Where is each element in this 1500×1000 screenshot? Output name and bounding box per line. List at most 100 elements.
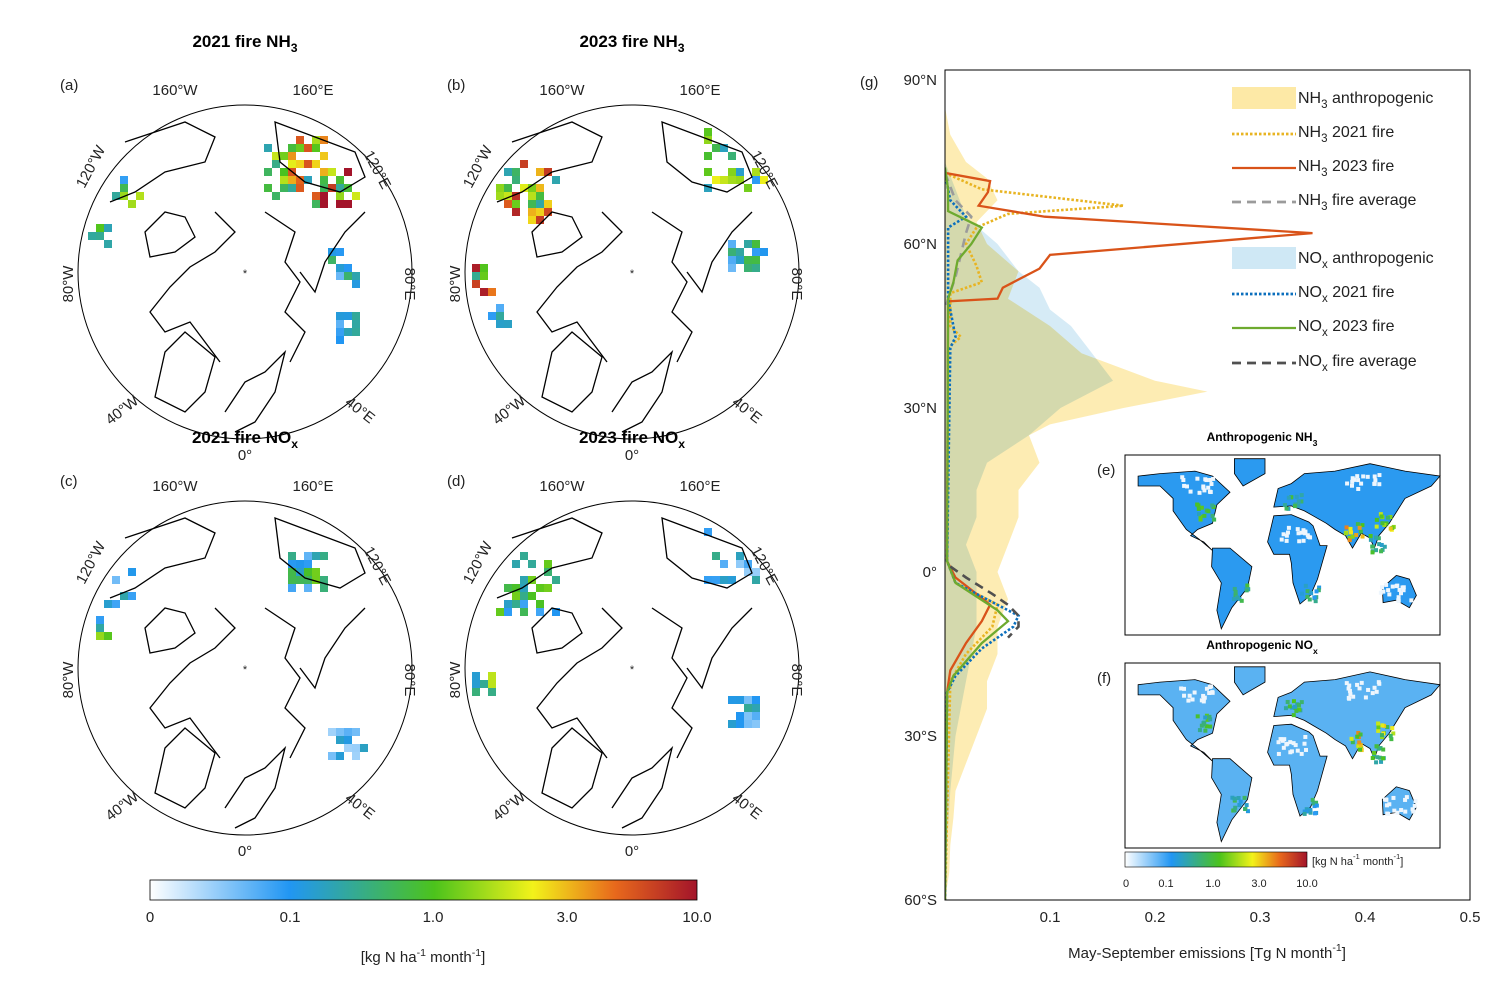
emission-pixel	[544, 168, 552, 176]
emission-pixel	[1195, 502, 1200, 507]
emission-pixel	[320, 200, 328, 208]
emission-pixel	[1232, 808, 1237, 813]
low-emission-pixel	[1381, 589, 1386, 594]
low-emission-pixel	[1210, 690, 1215, 695]
longitude-label: 80°E	[401, 268, 418, 301]
emission-pixel	[1239, 598, 1244, 603]
emission-pixel	[528, 592, 536, 600]
colorbar-unit-label: [kg N ha-1 month-1]	[1312, 852, 1403, 868]
emission-pixel	[272, 152, 280, 160]
emission-pixel	[1379, 542, 1384, 547]
emission-pixel	[1296, 503, 1301, 508]
emission-pixel	[728, 248, 736, 256]
emission-pixel	[296, 144, 304, 152]
emission-pixel	[1360, 534, 1365, 539]
longitude-label: 160°W	[539, 478, 585, 495]
emission-pixel	[728, 696, 736, 704]
legend-entry: NH3 fire average	[1298, 192, 1417, 213]
coastline	[661, 517, 753, 589]
emission-pixel	[296, 560, 304, 568]
panel-title: 2023 fire NH3	[579, 32, 684, 55]
emission-pixel	[280, 184, 288, 192]
plot-frame	[944, 69, 1471, 901]
emission-pixel	[1371, 753, 1376, 758]
colorbar-tick-label: 1.0	[423, 909, 444, 926]
low-emission-pixel	[1395, 583, 1400, 588]
x-tick-label: 0.2	[1145, 909, 1166, 926]
emission-pixel	[304, 560, 312, 568]
emission-pixel	[512, 176, 520, 184]
emission-pixel	[304, 552, 312, 560]
emission-pixel	[1380, 521, 1385, 526]
emission-pixel	[352, 272, 360, 280]
emission-pixel	[736, 696, 744, 704]
emission-pixel	[504, 192, 512, 200]
coastline	[224, 745, 287, 829]
low-emission-pixel	[1359, 481, 1364, 486]
emission-pixel	[480, 288, 488, 296]
emission-pixel	[320, 552, 328, 560]
emission-pixel	[1374, 517, 1379, 522]
emission-pixel	[752, 240, 760, 248]
emission-pixel	[360, 744, 368, 752]
low-emission-pixel	[1285, 530, 1290, 535]
emission-pixel	[1358, 743, 1363, 748]
panel-label: (g)	[860, 74, 878, 91]
emission-pixel	[744, 240, 752, 248]
low-emission-pixel	[1387, 802, 1392, 807]
emission-pixel	[312, 200, 320, 208]
emission-pixel	[544, 584, 552, 592]
legend: NH3 anthropogenic NH3 2021 fire NH3 2023 f…	[1232, 87, 1434, 374]
low-emission-pixel	[1345, 481, 1350, 486]
emission-pixel	[528, 200, 536, 208]
emission-pixel	[1313, 599, 1318, 604]
inset-colorbar-tick: 1.0	[1205, 878, 1220, 890]
emission-pixel	[1347, 538, 1352, 543]
longitude-label: 160°E	[292, 82, 333, 99]
low-emission-pixel	[1384, 797, 1389, 802]
emission-pixel	[528, 192, 536, 200]
emission-pixel	[752, 720, 760, 728]
emission-pixel	[296, 568, 304, 576]
low-emission-pixel	[1202, 695, 1207, 700]
emission-pixel	[1348, 526, 1353, 531]
emission-pixel	[1376, 721, 1381, 726]
coastline	[264, 607, 306, 759]
emission-pixel	[1379, 733, 1384, 738]
emission-pixel	[312, 552, 320, 560]
emission-pixel	[312, 160, 320, 168]
emission-pixel	[1358, 747, 1363, 752]
emission-pixel	[328, 752, 336, 760]
emission-pixel	[744, 568, 752, 576]
fire-emission-pixels	[472, 128, 768, 328]
colorbar-tick-label: 3.0	[557, 909, 578, 926]
emission-pixel	[336, 728, 344, 736]
emission-pixel	[488, 672, 496, 680]
emission-pixel	[1360, 523, 1365, 528]
emission-pixel	[488, 288, 496, 296]
emission-pixel	[1389, 737, 1394, 742]
emission-pixel	[744, 184, 752, 192]
emission-pixel	[320, 152, 328, 160]
emission-pixel	[344, 168, 352, 176]
emission-pixel	[336, 184, 344, 192]
emission-pixel	[1305, 594, 1310, 599]
longitude-label: 40°E	[342, 394, 378, 428]
low-emission-pixel	[1361, 474, 1366, 479]
emission-pixel	[472, 264, 480, 272]
low-emission-pixel	[1409, 598, 1414, 603]
longitude-label: 160°E	[292, 478, 333, 495]
fire-emission-pixels	[472, 528, 760, 728]
emission-pixel	[1347, 535, 1352, 540]
emission-pixel	[1356, 730, 1361, 735]
low-emission-pixel	[1281, 532, 1286, 537]
low-emission-pixel	[1184, 484, 1189, 489]
emission-pixel	[536, 200, 544, 208]
emission-pixel	[1196, 506, 1201, 511]
line-series-1	[945, 171, 1124, 900]
emission-pixel	[104, 632, 112, 640]
emission-pixel	[320, 576, 328, 584]
emission-pixel	[752, 248, 760, 256]
emission-pixel	[120, 592, 128, 600]
emission-pixel	[136, 192, 144, 200]
